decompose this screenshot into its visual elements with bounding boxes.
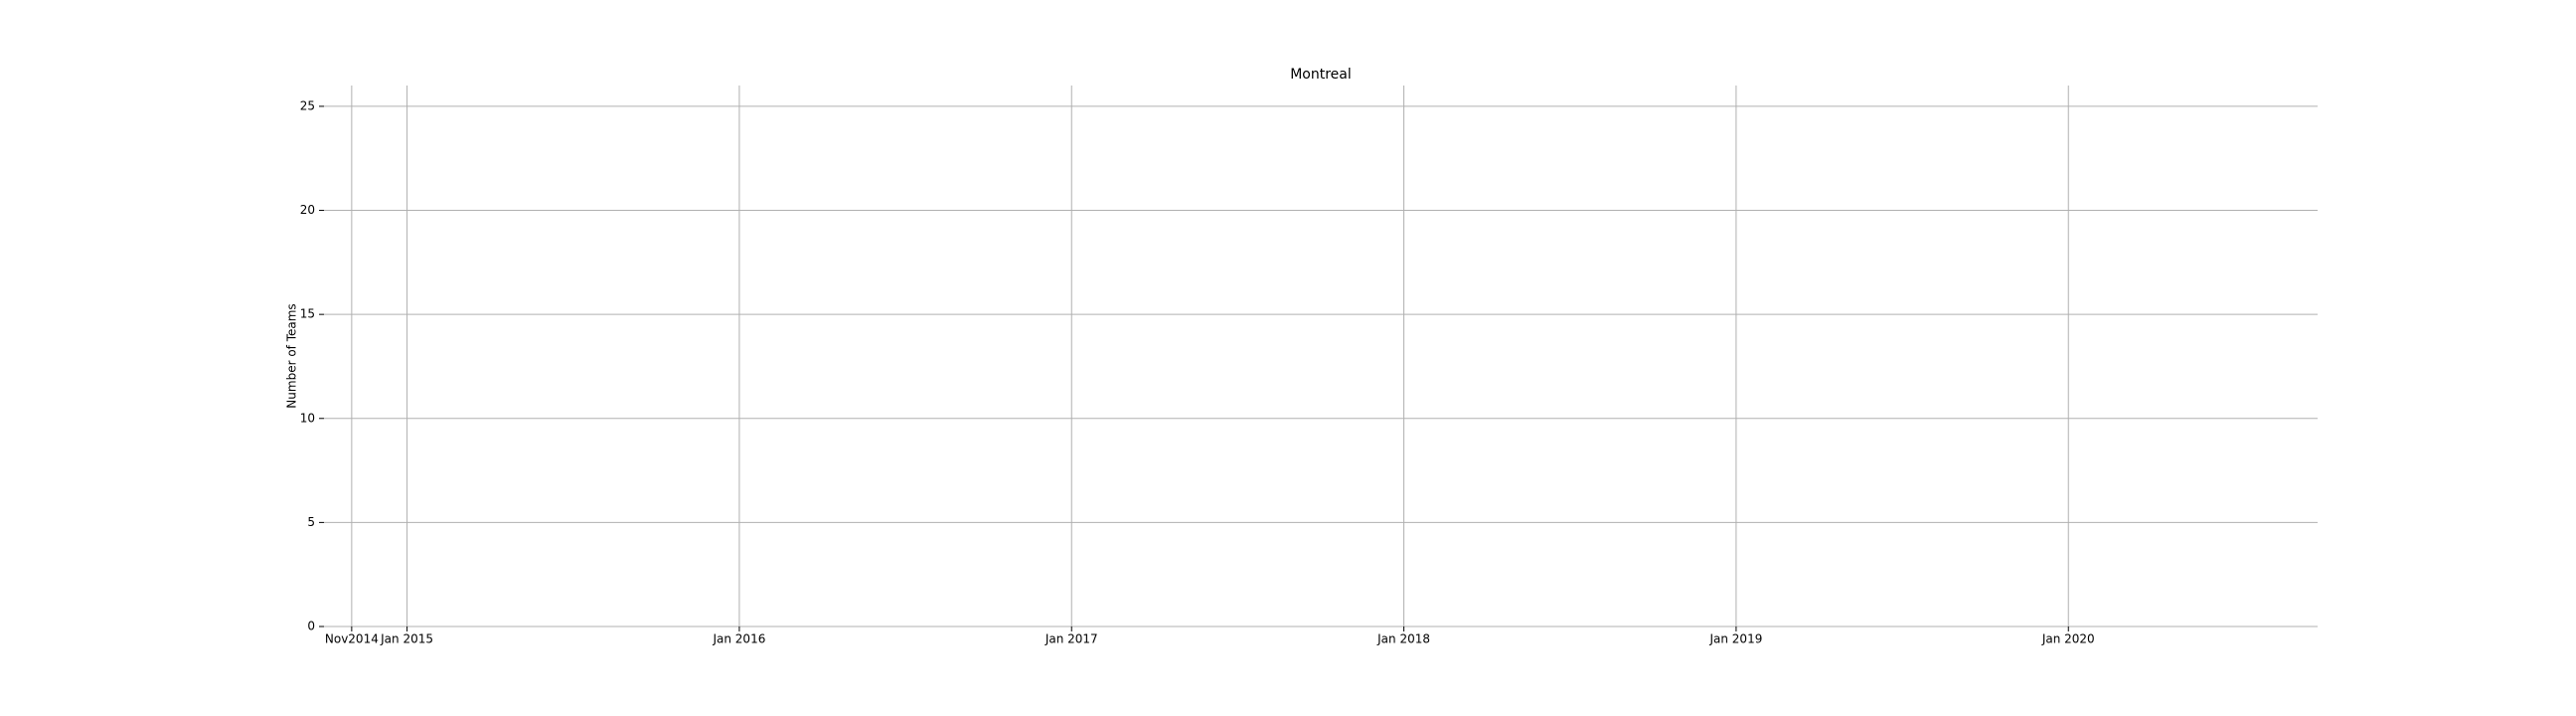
x-tick-label: Jan 2018 [1376,632,1430,646]
y-tick-label: 10 [300,411,315,425]
x-tick-label: Jan 2016 [712,632,765,646]
y-tick-label: 20 [300,203,315,217]
x-tick-label: Jan 2017 [1045,632,1098,646]
x-tick-label: Jan 2019 [1708,632,1762,646]
chart-title: Montreal [1290,67,1352,83]
y-tick-label: 5 [307,515,315,529]
y-tick-label: 25 [300,98,315,112]
y-tick-label: 0 [307,620,315,633]
y-tick-label: 15 [300,307,315,321]
x-tick-label: Jan 2020 [2041,632,2095,646]
y-axis-label: Number of Teams [285,303,299,408]
x-tick-label: Nov2014 [325,632,379,646]
x-tick-label: Jan 2015 [380,632,433,646]
